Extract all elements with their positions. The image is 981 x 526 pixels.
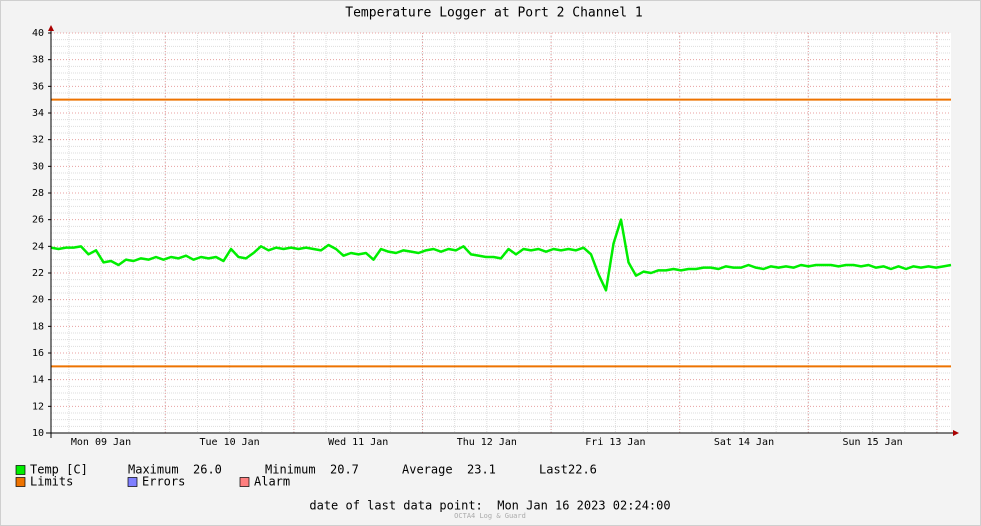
stat-label: Average [402, 463, 453, 477]
legend-label: Errors [142, 475, 185, 489]
stat-label: Maximum [128, 463, 179, 477]
y-tick-label: 28 [32, 188, 44, 199]
grid [51, 32, 951, 434]
y-tick-label: 24 [32, 241, 44, 252]
stat-value: 23.1 [467, 463, 496, 477]
x-tick-label: Sat 14 Jan [714, 437, 774, 448]
x-tick-label: Thu 12 Jan [457, 437, 517, 448]
y-tick-label: 18 [32, 321, 44, 332]
x-arrow [953, 430, 959, 436]
x-tick-label: Wed 11 Jan [328, 437, 388, 448]
y-tick-label: 26 [32, 215, 44, 226]
x-tick-label: Fri 13 Jan [585, 437, 645, 448]
legend-label: Temp [C] [30, 463, 88, 477]
legend-label: Alarm [254, 475, 290, 489]
y-tick-label: 22 [32, 268, 44, 279]
x-tick-label: Mon 09 Jan [71, 437, 131, 448]
x-tick-label: Sun 15 Jan [842, 437, 902, 448]
y-tick-label: 40 [32, 28, 44, 39]
legend-swatch [15, 465, 26, 475]
marks [50, 98, 952, 368]
y-tick-label: 12 [32, 401, 44, 412]
y-tick-label: 16 [32, 348, 44, 359]
y-tick-label: 36 [32, 81, 44, 92]
y-tick-label: 38 [32, 55, 44, 66]
footer: date of last data point: Mon Jan 16 2023… [309, 499, 670, 513]
legend-swatch [239, 477, 250, 487]
y-tick-label: 34 [32, 108, 44, 119]
y-tick-label: 32 [32, 135, 44, 146]
stat-label: Minimum [265, 463, 316, 477]
y-tick-label: 10 [32, 428, 44, 439]
watermark: OCTA4 Log & Guard [454, 512, 526, 520]
stat-label: Last [539, 463, 568, 477]
stat-value: 26.0 [193, 463, 222, 477]
x-tick-label: Tue 10 Jan [199, 437, 259, 448]
stat-value: 22.6 [568, 463, 597, 477]
y-tick-label: 30 [32, 161, 44, 172]
stat-value: 20.7 [330, 463, 359, 477]
legend-label: Limits [30, 475, 73, 489]
y-tick-label: 14 [32, 375, 44, 386]
legend-swatch [127, 477, 138, 487]
y-arrow [48, 25, 54, 31]
legend-swatch [15, 477, 26, 487]
series-line [50, 218, 952, 292]
chart-title: Temperature Logger at Port 2 Channel 1 [345, 6, 642, 21]
y-tick-label: 20 [32, 295, 44, 306]
